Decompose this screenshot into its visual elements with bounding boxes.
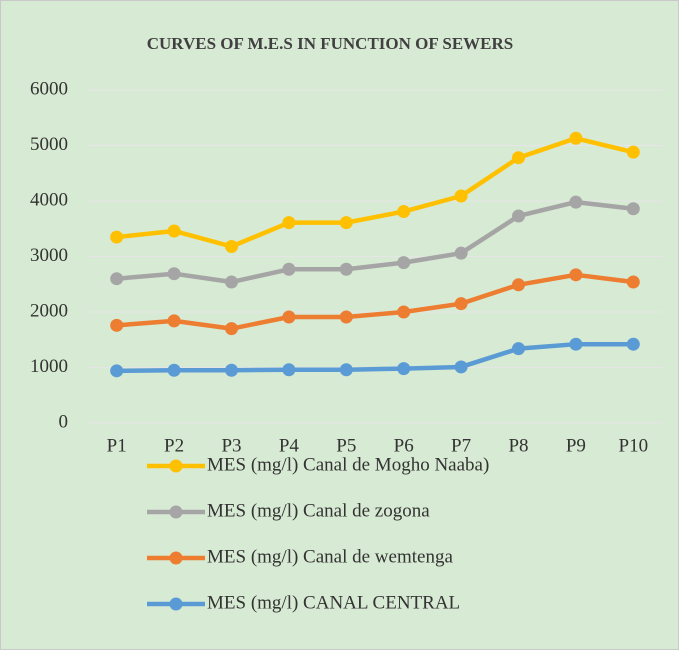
data-point [397,256,411,270]
x-tick-label: P7 [451,435,471,456]
data-point [339,310,353,324]
legend-marker [169,505,183,519]
data-point [339,262,353,276]
y-tick-label: 6000 [30,78,68,99]
x-tick-label: P10 [619,435,649,456]
chart-title: CURVES OF M.E.S IN FUNCTION OF SEWERS [147,34,514,53]
data-point [110,230,124,244]
legend-marker [169,551,183,565]
legend-marker [169,459,183,473]
data-point [225,240,238,254]
x-tick-label: P1 [107,435,127,456]
y-tick-label: 5000 [30,134,68,155]
data-point [454,297,468,311]
data-point [512,209,525,223]
data-point [397,305,411,319]
data-point [569,268,583,282]
data-point [454,189,468,203]
legend-label: MES (mg/l) CANAL CENTRAL [207,592,460,613]
data-point [225,275,238,289]
data-point [626,145,640,159]
data-point [110,272,124,286]
x-tick-label: P9 [566,435,586,456]
data-point [512,151,525,165]
series-line [116,272,634,331]
y-tick-label: 3000 [30,245,68,266]
data-point [167,363,181,377]
series-line [116,199,634,285]
y-tick-label: 0 [59,411,69,432]
data-point [626,337,640,351]
x-tick-label: P6 [394,435,414,456]
data-point [397,205,411,219]
y-tick-label: 1000 [30,356,68,377]
series-line [116,136,634,249]
data-point [512,278,525,292]
data-point [454,360,468,374]
data-point [339,216,353,230]
data-point [569,131,583,145]
data-point [569,195,583,209]
legend-label: MES (mg/l) Canal de zogona [207,500,430,521]
x-tick-label: P3 [221,435,241,456]
y-tick-label: 4000 [30,189,68,210]
x-tick-label: P5 [336,435,356,456]
data-point [167,267,181,281]
data-point [167,224,181,238]
y-tick-label: 2000 [30,300,68,321]
data-point [167,314,181,328]
data-point [282,262,296,276]
data-point [225,363,238,377]
data-point [454,246,468,260]
data-point [626,202,640,216]
data-point [626,275,640,289]
data-point [110,318,124,332]
x-tick-label: P8 [508,435,528,456]
x-tick-label: P2 [164,435,184,456]
data-point [512,342,525,356]
series-line [116,341,634,374]
data-point [110,364,124,378]
data-point [397,362,411,376]
data-point [282,363,296,377]
data-point [569,337,583,351]
data-point [225,322,238,336]
x-tick-label: P4 [279,435,300,456]
legend-label: MES (mg/l) Canal de Mogho Naaba) [207,454,489,475]
legend-marker [169,597,183,611]
data-point [339,363,353,377]
data-point [282,216,296,230]
data-point [282,310,296,324]
legend-label: MES (mg/l) Canal de wemtenga [207,546,453,567]
